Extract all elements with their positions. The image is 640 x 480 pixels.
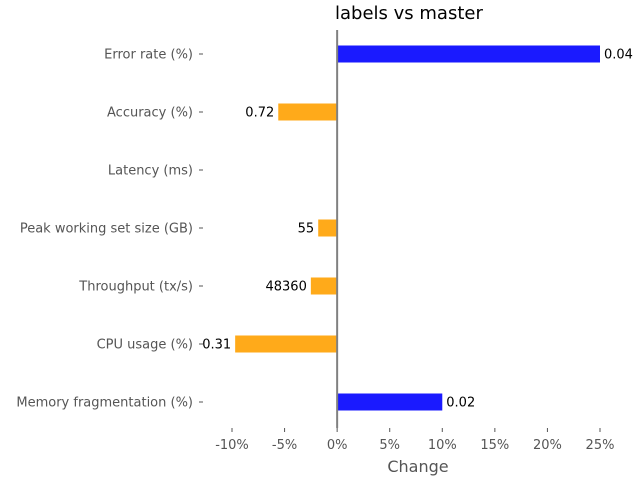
x-tick-label: 15% [480, 438, 509, 453]
category-label: CPU usage (%) [97, 338, 193, 353]
data-label: 0.31 [202, 338, 231, 353]
category-label: Latency (ms) [108, 164, 193, 179]
bar [278, 103, 338, 121]
x-tick-label: 20% [533, 438, 562, 453]
x-tick-label: 0% [327, 438, 348, 453]
data-label: 0.72 [245, 106, 274, 121]
bar [318, 219, 338, 237]
category-label: Accuracy (%) [107, 106, 193, 121]
category-label: Throughput (tx/s) [78, 280, 193, 295]
x-tick-label: -5% [272, 438, 297, 453]
data-labels: 0.04 0.72 55 48360 0.31 0.02 [202, 48, 633, 411]
x-tick-label: -10% [215, 438, 249, 453]
data-label: 48360 [265, 280, 306, 295]
x-axis-label: Change [387, 457, 448, 476]
category-labels: Error rate (%) Accuracy (%) Latency (ms) Pe… [16, 48, 203, 411]
chart-title: labels vs master [335, 3, 483, 24]
data-label: 0.02 [446, 396, 475, 411]
bar [235, 335, 338, 353]
bar [337, 393, 443, 411]
bars-layer [235, 45, 600, 411]
category-label: Error rate (%) [104, 48, 193, 63]
x-axis-ticks: -10% -5% 0% 5% 10% 15% 20% 25% [215, 428, 614, 453]
x-tick-label: 25% [586, 438, 615, 453]
data-label: 0.04 [604, 48, 633, 63]
x-tick-label: 10% [428, 438, 457, 453]
bar [310, 277, 338, 295]
data-label: 55 [298, 222, 315, 237]
category-label: Peak working set size (GB) [20, 222, 193, 237]
bar [337, 45, 600, 63]
category-label: Memory fragmentation (%) [16, 396, 193, 411]
x-tick-label: 5% [379, 438, 400, 453]
